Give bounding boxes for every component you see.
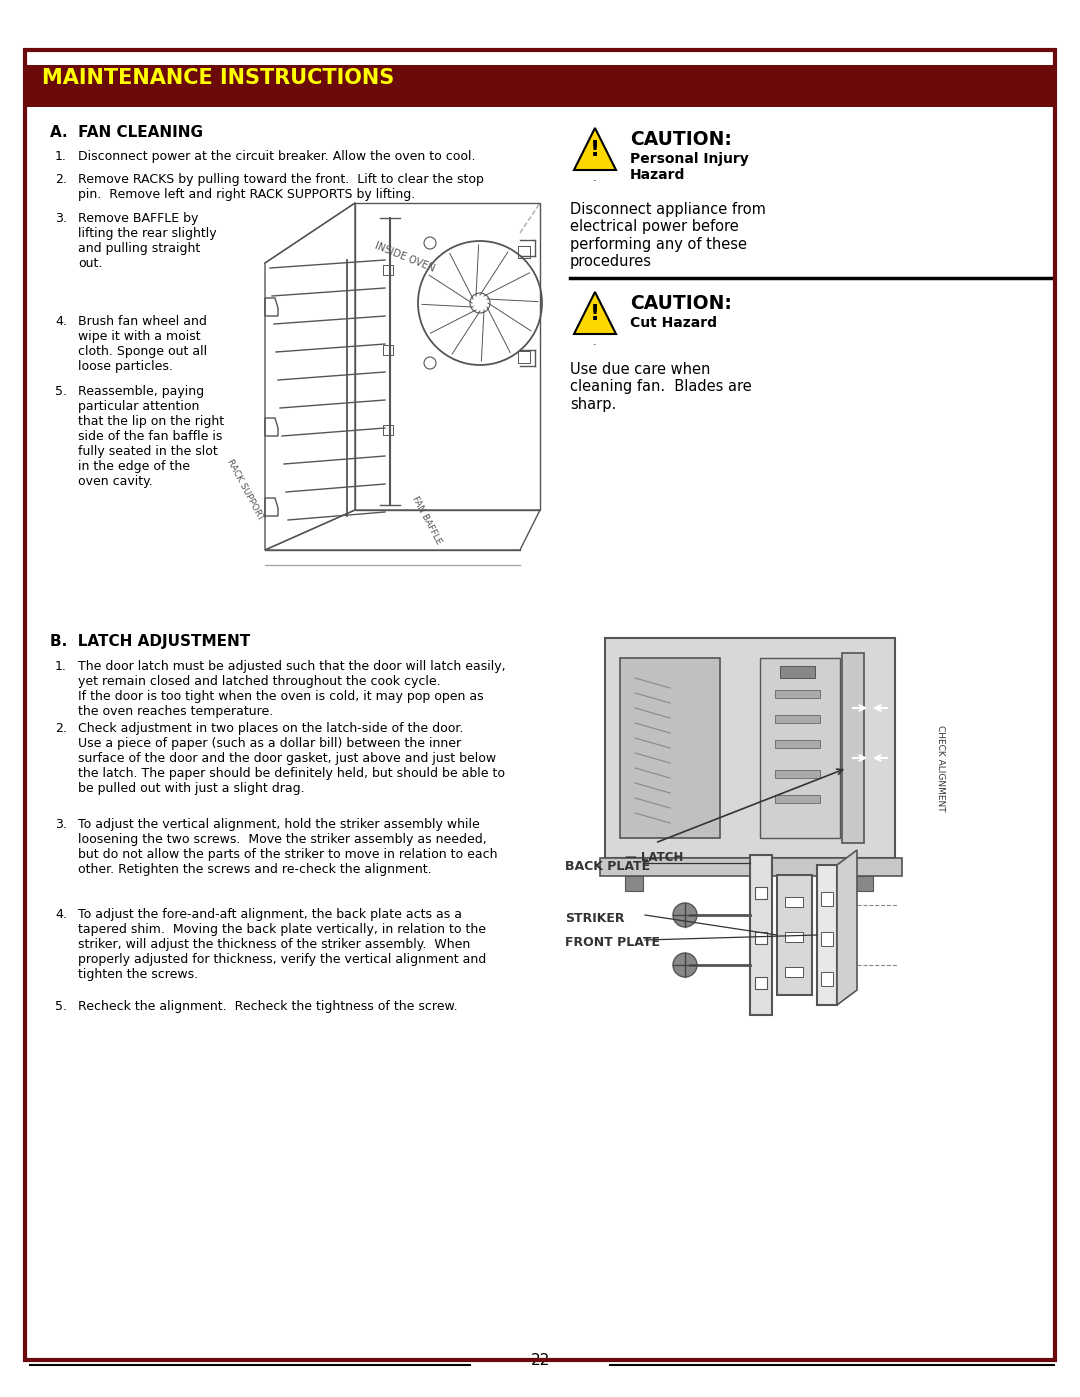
Text: 5.: 5.: [55, 386, 67, 398]
Text: The door latch must be adjusted such that the door will latch easily,
yet remain: The door latch must be adjusted such tha…: [78, 659, 505, 718]
Text: — LATCH: — LATCH: [625, 851, 684, 863]
Bar: [821, 893, 833, 907]
Bar: [777, 875, 812, 995]
Bar: [775, 690, 820, 698]
Text: !: !: [590, 140, 600, 161]
Text: Use due care when
cleaning fan.  Blades are
sharp.: Use due care when cleaning fan. Blades a…: [570, 362, 752, 412]
Circle shape: [673, 902, 697, 928]
Bar: [383, 265, 393, 275]
Circle shape: [470, 293, 490, 313]
Text: MAINTENANCE INSTRUCTIONS: MAINTENANCE INSTRUCTIONS: [42, 68, 394, 88]
Text: 4.: 4.: [55, 908, 67, 921]
Text: To adjust the fore-and-aft alignment, the back plate acts as a
tapered shim.  Mo: To adjust the fore-and-aft alignment, th…: [78, 908, 486, 981]
Text: FAN BAFFLE: FAN BAFFLE: [410, 495, 443, 546]
Text: CAUTION:: CAUTION:: [630, 293, 732, 313]
Text: 2.: 2.: [55, 722, 67, 735]
Bar: [755, 887, 767, 900]
Text: Check adjustment in two places on the latch-side of the door.
Use a piece of pap: Check adjustment in two places on the la…: [78, 722, 505, 795]
Bar: [855, 876, 873, 891]
Text: BACK PLATE: BACK PLATE: [565, 861, 650, 873]
Bar: [755, 977, 767, 989]
Text: STRIKER: STRIKER: [565, 911, 624, 925]
Text: Personal Injury
Hazard: Personal Injury Hazard: [630, 152, 748, 182]
Text: 3.: 3.: [55, 819, 67, 831]
Text: 1.: 1.: [55, 659, 67, 673]
Bar: [775, 795, 820, 803]
Bar: [780, 666, 815, 678]
Polygon shape: [573, 292, 616, 334]
Circle shape: [673, 953, 697, 977]
Polygon shape: [573, 129, 616, 170]
Bar: [600, 858, 902, 876]
Text: FRONT PLATE: FRONT PLATE: [565, 936, 660, 950]
Text: 4.: 4.: [55, 314, 67, 328]
Text: Reassemble, paying
particular attention
that the lip on the right
side of the fa: Reassemble, paying particular attention …: [78, 386, 225, 488]
Text: RACK SUPPORT: RACK SUPPORT: [226, 458, 265, 522]
Bar: [625, 876, 643, 891]
Text: 3.: 3.: [55, 212, 67, 225]
Bar: [750, 855, 772, 1016]
Text: Disconnect appliance from
electrical power before
performing any of these
proced: Disconnect appliance from electrical pow…: [570, 203, 766, 270]
Text: Remove BAFFLE by
lifting the rear slightly
and pulling straight
out.: Remove BAFFLE by lifting the rear slight…: [78, 212, 217, 270]
Bar: [383, 425, 393, 434]
Bar: [816, 865, 837, 1004]
Bar: [620, 658, 720, 838]
Text: INSIDE OVEN: INSIDE OVEN: [374, 242, 436, 274]
Bar: [821, 972, 833, 986]
Bar: [755, 932, 767, 944]
Bar: [605, 638, 895, 858]
Text: CAUTION:: CAUTION:: [630, 130, 732, 149]
Bar: [842, 652, 864, 842]
Text: 5.: 5.: [55, 1000, 67, 1013]
Bar: [383, 345, 393, 355]
Text: To adjust the vertical alignment, hold the striker assembly while
loosening the : To adjust the vertical alignment, hold t…: [78, 819, 498, 876]
Text: A.  FAN CLEANING: A. FAN CLEANING: [50, 124, 203, 140]
Text: .: .: [593, 337, 597, 346]
Bar: [518, 246, 530, 258]
Text: B.  LATCH ADJUSTMENT: B. LATCH ADJUSTMENT: [50, 634, 251, 650]
Polygon shape: [837, 849, 858, 1004]
Bar: [760, 658, 840, 838]
Text: CHECK ALIGNMENT: CHECK ALIGNMENT: [935, 725, 945, 812]
Bar: [518, 351, 530, 363]
Text: 22: 22: [530, 1354, 550, 1368]
Text: 2.: 2.: [55, 173, 67, 186]
Bar: [785, 897, 804, 907]
Text: 1.: 1.: [55, 149, 67, 163]
Bar: [821, 932, 833, 946]
Bar: [775, 715, 820, 724]
Text: Brush fan wheel and
wipe it with a moist
cloth. Sponge out all
loose particles.: Brush fan wheel and wipe it with a moist…: [78, 314, 207, 373]
Text: Disconnect power at the circuit breaker. Allow the oven to cool.: Disconnect power at the circuit breaker.…: [78, 149, 475, 163]
Bar: [775, 740, 820, 747]
Bar: [775, 770, 820, 778]
Bar: [785, 967, 804, 977]
Bar: [785, 932, 804, 942]
Text: Remove RACKS by pulling toward the front.  Lift to clear the stop
pin.  Remove l: Remove RACKS by pulling toward the front…: [78, 173, 484, 201]
Bar: [27, 66, 1053, 108]
Text: Cut Hazard: Cut Hazard: [630, 316, 717, 330]
Text: Recheck the alignment.  Recheck the tightness of the screw.: Recheck the alignment. Recheck the tight…: [78, 1000, 458, 1013]
Text: !: !: [590, 305, 600, 324]
Text: .: .: [593, 173, 597, 183]
